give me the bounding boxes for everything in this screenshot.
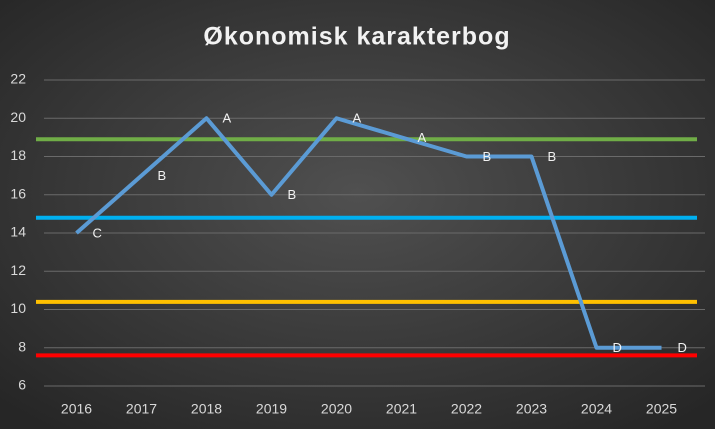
x-tick-label: 2017	[126, 401, 157, 417]
x-tick-label: 2022	[451, 401, 482, 417]
y-tick-label: 14	[10, 224, 26, 240]
data-label: B	[288, 187, 297, 202]
data-label: A	[418, 130, 427, 145]
x-tick-label: 2024	[581, 401, 612, 417]
data-label: B	[548, 149, 557, 164]
y-tick-label: 8	[18, 338, 26, 354]
y-tick-label: 12	[10, 262, 26, 278]
data-label: B	[158, 168, 167, 183]
y-tick-label: 16	[10, 185, 26, 201]
data-label: C	[93, 225, 102, 240]
x-tick-label: 2025	[646, 401, 677, 417]
data-label: A	[223, 111, 232, 126]
y-tick-label: 20	[10, 109, 26, 125]
y-tick-label: 22	[10, 71, 26, 87]
data-label: D	[678, 340, 687, 355]
chart-title: Økonomisk karakterbog	[203, 23, 510, 51]
data-label: D	[613, 340, 622, 355]
x-tick-label: 2019	[256, 401, 287, 417]
y-tick-label: 10	[10, 300, 26, 316]
x-tick-label: 2018	[191, 401, 222, 417]
data-label: A	[353, 111, 362, 126]
data-line	[75, 116, 662, 350]
y-tick-label: 6	[18, 377, 26, 393]
x-tick-label: 2021	[386, 401, 417, 417]
y-tick-label: 18	[10, 147, 26, 163]
x-tick-label: 2023	[516, 401, 547, 417]
data-label: B	[483, 149, 492, 164]
x-tick-label: 2020	[321, 401, 352, 417]
x-tick-label: 2016	[61, 401, 92, 417]
